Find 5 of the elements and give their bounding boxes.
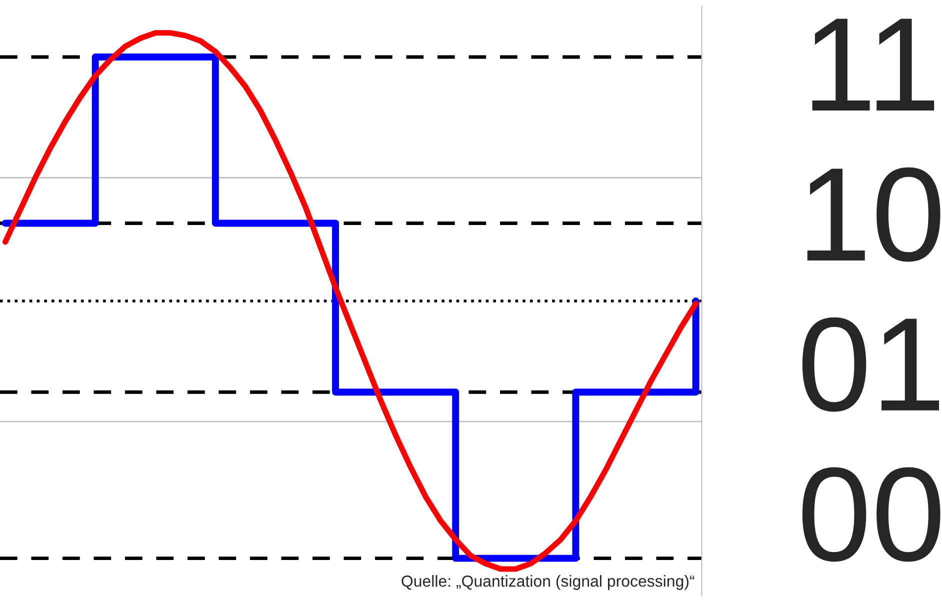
source-note: Quelle: „Quantization (signal processing)“ xyxy=(402,575,694,590)
text: 10 xyxy=(807,167,940,262)
text: 11 xyxy=(812,18,934,110)
text: 00 xyxy=(802,467,940,562)
text: 01 xyxy=(802,317,940,412)
